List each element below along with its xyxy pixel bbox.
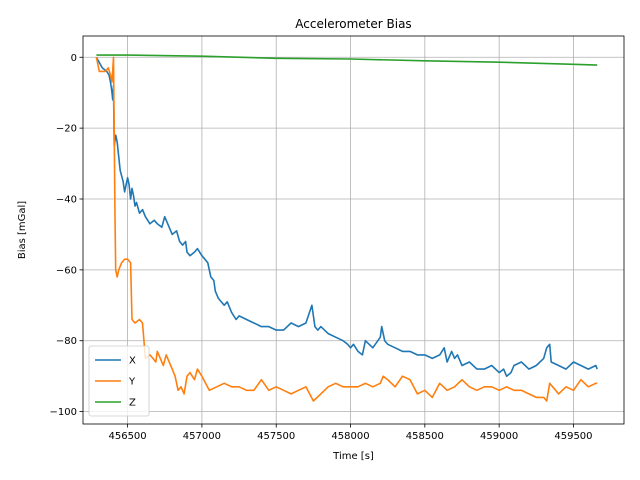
x-axis-label: Time [s]: [332, 451, 374, 462]
x-tick-label: 458500: [406, 431, 444, 442]
legend-label-z: Z: [129, 398, 136, 409]
ticks: 456500 457000 457500 458000 458500 459000 4595…: [50, 53, 593, 442]
legend-label-y: Y: [128, 377, 136, 388]
series-lines: [95, 54, 598, 402]
y-tick-label: −60: [56, 265, 77, 276]
legend-label-x: X: [129, 356, 136, 367]
x-tick-label: 459000: [480, 431, 518, 442]
grid: [83, 36, 624, 424]
y-tick-label: 0: [71, 53, 77, 64]
x-tick-label: 457500: [257, 431, 295, 442]
chart-title: Accelerometer Bias: [295, 17, 411, 31]
series-line-x: [95, 56, 598, 378]
y-tick-label: −40: [56, 194, 77, 205]
x-tick-label: 456500: [108, 431, 146, 442]
series-line-z: [96, 54, 598, 66]
y-axis-label: Bias [mGal]: [17, 201, 28, 259]
plot-frame: [82, 35, 625, 425]
x-tick-label: 457000: [183, 431, 221, 442]
legend: XYZ: [88, 345, 150, 417]
series-line-y: [95, 56, 598, 402]
y-tick-label: −100: [50, 407, 77, 418]
y-tick-label: −80: [56, 336, 77, 347]
x-tick-label: 459500: [554, 431, 592, 442]
x-tick-label: 458000: [331, 431, 369, 442]
y-tick-label: −20: [56, 124, 77, 135]
